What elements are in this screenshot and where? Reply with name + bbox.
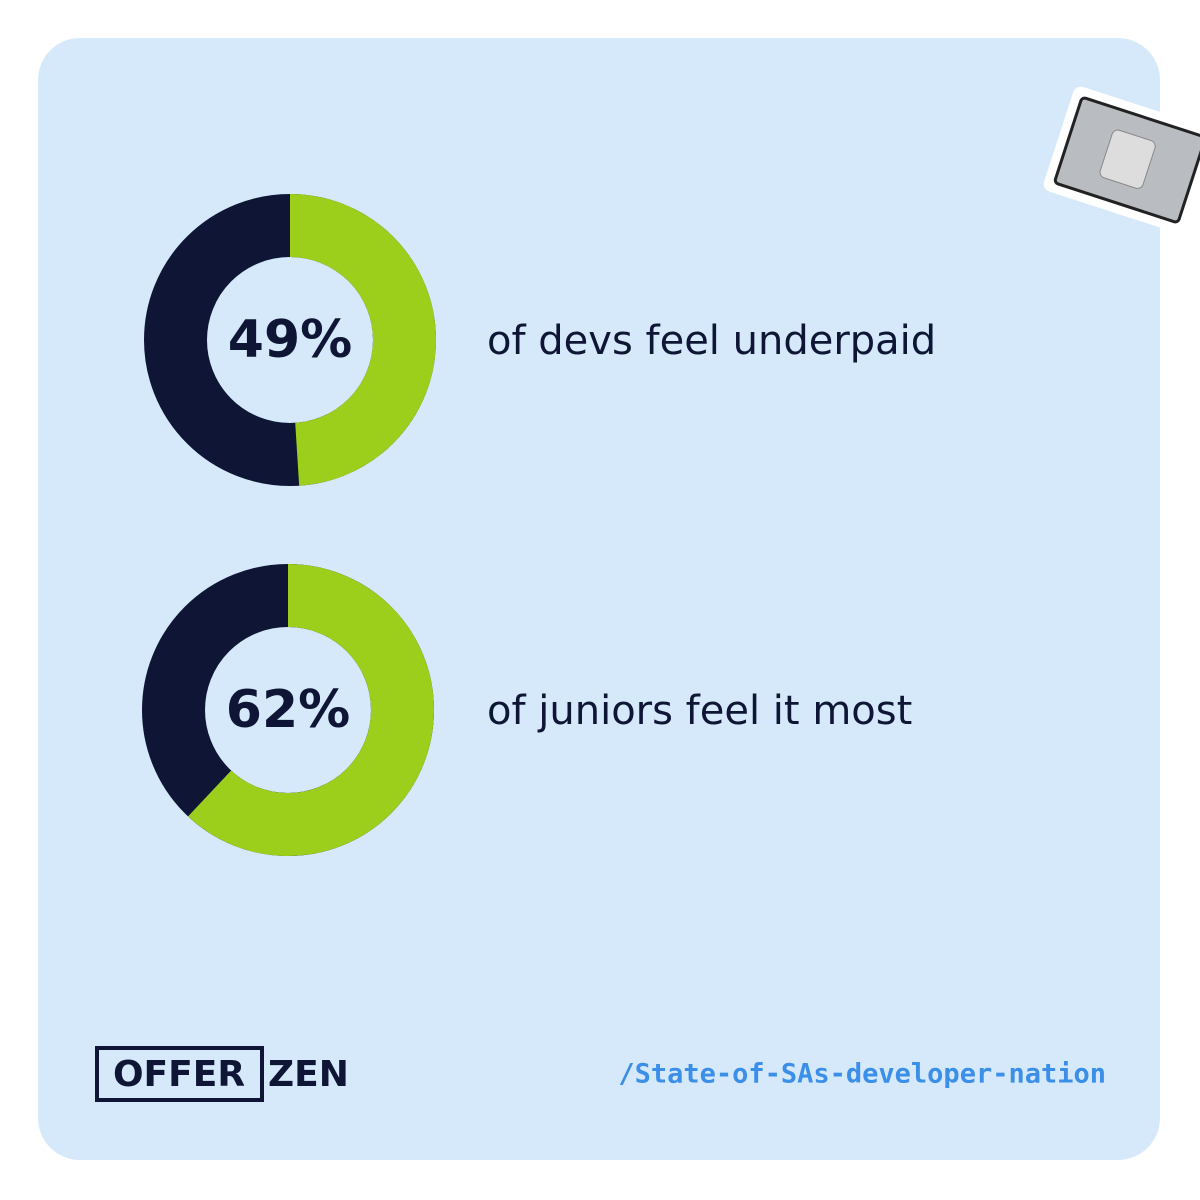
caption: of juniors feel it most [487,688,912,734]
center-label: 49% [228,310,352,370]
logo-right: ZEN [268,1054,349,1095]
donut-segment [188,564,434,857]
donut-segment [290,194,437,486]
card [38,38,1160,1160]
center-label: 62% [226,680,350,740]
logo-left: OFFER [113,1054,245,1095]
caption: of devs feel underpaid [487,318,936,364]
link[interactable]: /State-of-SAs-developer-nation [618,1059,1106,1090]
logo-box [95,1046,264,1102]
brick-sticker [1043,86,1200,234]
